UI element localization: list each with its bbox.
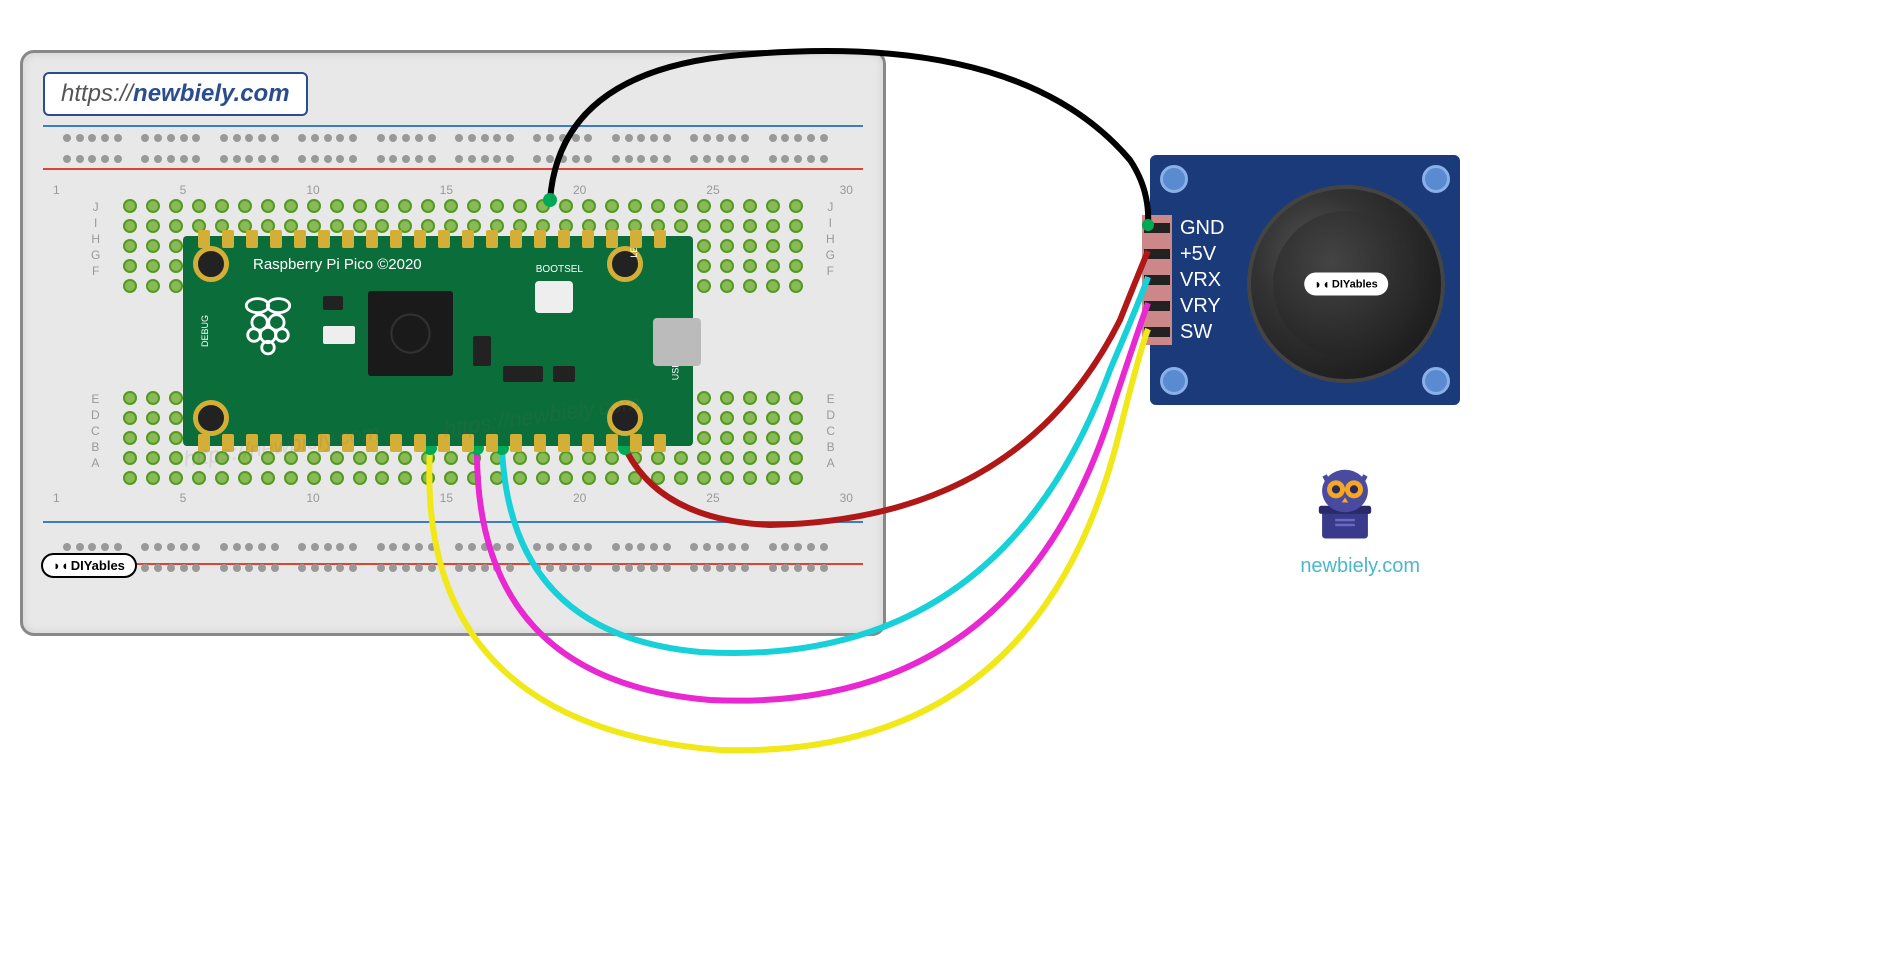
breadboard: https://newbiely.com // generated inline… (20, 50, 886, 636)
joy-mount-tl (1160, 165, 1188, 193)
url-prefix: https:// (61, 80, 133, 107)
rail-top-pos (43, 168, 863, 170)
pico-component-1 (323, 296, 343, 310)
pico-debug-label: DEBUG (200, 315, 210, 347)
pico-title: Raspberry Pi Pico ©2020 (253, 256, 422, 273)
diyables-text: DIYables (71, 558, 125, 573)
pico-component-4 (503, 366, 543, 382)
pico-component-2 (323, 326, 355, 344)
label-vrx: VRX (1180, 269, 1221, 292)
raspberry-pi-pico: Raspberry Pi Pico ©2020 BOOTSEL LED USB … (183, 236, 693, 446)
pin-5v (1144, 249, 1170, 259)
url-watermark: https://newbiely.com (43, 72, 308, 116)
breadboard-logo: ◗◖DIYables (41, 553, 137, 578)
joy-mount-br (1422, 367, 1450, 395)
label-gnd: GND (1180, 217, 1224, 240)
newbiely-owl-icon (1300, 455, 1390, 545)
row-labels-left-top: JIHGF (91, 199, 100, 279)
pico-usb-port (653, 318, 701, 366)
rail-bot-neg (43, 521, 863, 523)
pico-component-3 (473, 336, 491, 366)
pin-vry (1144, 301, 1170, 311)
pico-bootsel-button (535, 281, 573, 313)
raspberry-logo-icon (233, 286, 303, 356)
row-labels-right-top: JIHGF (826, 199, 835, 279)
label-5v: +5V (1180, 243, 1216, 266)
chip-logo-icon (368, 291, 453, 376)
pico-mount-br (607, 400, 643, 436)
newbiely-link: newbiely.com (1300, 555, 1420, 578)
pico-mount-tl (193, 246, 229, 282)
diyables-icon: ◗◖ (53, 558, 69, 573)
pin-sw (1144, 327, 1170, 337)
pin-gnd (1144, 223, 1170, 233)
joystick-logo: ◗◖DIYables (1304, 273, 1388, 296)
pin-vrx (1144, 275, 1170, 285)
wiring-diagram: https://newbiely.com // generated inline… (20, 20, 1540, 800)
row-labels-left-bot: EDCBA (91, 391, 100, 471)
diyables-icon: ◗◖ (1314, 277, 1330, 292)
pico-rp2040-chip (368, 291, 453, 376)
pico-component-5 (553, 366, 575, 382)
joystick-thumbstick: ◗◖DIYables (1247, 185, 1445, 383)
joystick-logo-text: DIYables (1332, 278, 1378, 290)
label-sw: SW (1180, 321, 1212, 344)
label-vry: VRY (1180, 295, 1221, 318)
url-domain: newbiely.com (133, 80, 290, 107)
joystick-header (1142, 215, 1172, 345)
pico-bootsel-label: BOOTSEL (536, 264, 583, 275)
joystick-module: GND +5V VRX VRY SW ◗◖DIYables (1150, 155, 1460, 405)
joy-mount-tr (1422, 165, 1450, 193)
pico-mount-bl (193, 400, 229, 436)
rail-top-neg (43, 125, 863, 127)
row-labels-right-bot: EDCBA (826, 391, 835, 471)
joy-mount-bl (1160, 367, 1188, 395)
